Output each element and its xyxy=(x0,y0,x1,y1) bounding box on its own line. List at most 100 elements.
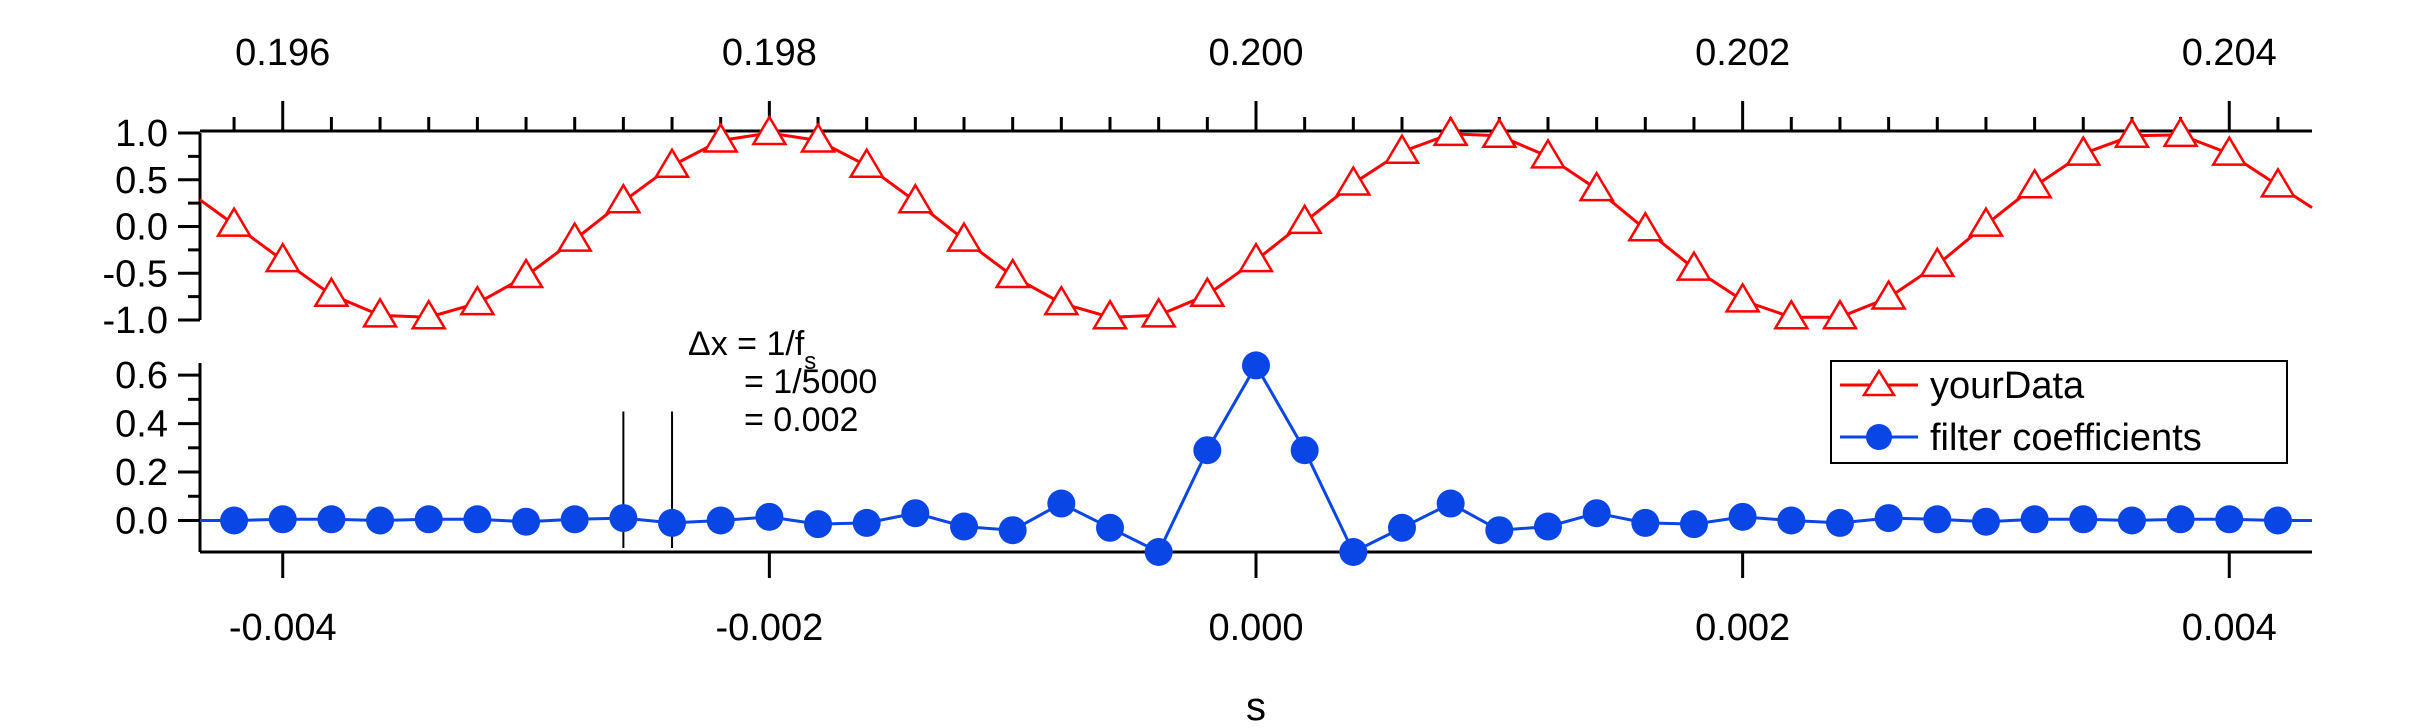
annotation-line3: = 0.002 xyxy=(744,401,858,439)
yourdata-point xyxy=(1675,250,1713,281)
legend-label-filter: filter coefficients xyxy=(1930,417,2202,459)
filter-coefficient-point xyxy=(950,512,979,541)
yourdata-point xyxy=(1627,210,1664,242)
filter-coefficient-point xyxy=(1290,436,1319,465)
yourdata-point xyxy=(751,114,788,146)
filter-coefficient-point xyxy=(2166,505,2195,534)
filter-coefficient-point xyxy=(1874,504,1903,533)
yourdata-point xyxy=(556,221,593,252)
filter-coefficient-point xyxy=(1631,508,1660,537)
top-x-tick-label: 0.198 xyxy=(722,32,817,74)
yourdata-point xyxy=(1578,170,1615,202)
yourdata-point xyxy=(1091,298,1129,330)
yourdata-point xyxy=(1967,206,2005,237)
bottom-y-tick-label: 0.4 xyxy=(115,404,168,446)
top-x-tick-label: 0.200 xyxy=(1208,32,1303,74)
top-y-axis: 1.0 0.5 0.0-0.5 -1.0 xyxy=(103,113,202,342)
filter-coefficient-point xyxy=(1825,508,1854,537)
filter-coefficient-point xyxy=(560,505,589,534)
filter-coefficient-point xyxy=(755,502,784,531)
filter-coefficient-point xyxy=(2117,506,2146,535)
filter-coefficient-point xyxy=(804,510,833,539)
bottom-x-tick-label: 0.000 xyxy=(1208,607,1303,649)
yourdata-point xyxy=(459,284,496,316)
yourdata-point xyxy=(2113,117,2151,149)
filter-coefficient-point xyxy=(2215,505,2244,534)
bottom-y-axis: 0.6 0.4 0.2 0.0 xyxy=(115,355,202,552)
top-y-tick-label: 0.0 xyxy=(115,207,168,249)
yourdata-point xyxy=(2259,166,2297,198)
legend-marker-yourdata xyxy=(1861,368,1897,397)
filter-coefficient-point xyxy=(317,505,346,534)
filter-coefficient-point xyxy=(1436,489,1465,518)
legend-marker-filter xyxy=(1866,424,1892,450)
annotation-line2: = 1/5000 xyxy=(744,363,877,401)
filter-coefficient-point xyxy=(414,505,443,534)
filter-coefficient-point xyxy=(706,506,735,535)
yourdata-point xyxy=(2065,135,2102,166)
yourdata-point xyxy=(1870,279,1907,310)
yourdata-point xyxy=(2211,135,2248,166)
annotation-line1: Δx = 1/fs xyxy=(688,325,816,375)
yourdata-point xyxy=(702,122,739,153)
yourdata-point xyxy=(1821,298,1859,330)
bottom-y-tick-label: 0.0 xyxy=(115,501,168,543)
filter-coefficient-point xyxy=(2069,505,2098,534)
bottom-x-axis: -0.004 -0.002 0.000 0.002 0.004 xyxy=(200,550,2312,649)
filter-coefficient-point xyxy=(1339,538,1368,566)
yourdata-point xyxy=(1383,133,1421,164)
filter-coefficient-point xyxy=(1971,507,2000,536)
filter-coefficient-point xyxy=(268,505,297,534)
filter-coefficient-point xyxy=(366,506,395,535)
filter-coefficient-point xyxy=(220,506,249,535)
yourdata-point xyxy=(1481,117,1518,149)
yourdata-point xyxy=(507,257,545,289)
yourdata-point xyxy=(1773,298,1810,330)
bottom-x-tick-label: -0.002 xyxy=(715,607,823,649)
x-axis-title: s xyxy=(1246,685,1266,728)
filter-coefficient-point xyxy=(1777,506,1806,535)
yourdata-point xyxy=(848,147,885,178)
filter-coefficient-point xyxy=(1485,516,1514,545)
yourdata-point xyxy=(313,276,350,308)
top-x-tick-label: 0.202 xyxy=(1695,32,1790,74)
yourdata-series xyxy=(199,114,2313,330)
top-x-tick-label: 0.204 xyxy=(2182,32,2277,74)
filter-coefficient-point xyxy=(2020,505,2049,534)
yourdata-point xyxy=(264,241,301,273)
yourdata-point xyxy=(897,182,934,214)
yourdata-point xyxy=(799,122,837,153)
yourdata-point xyxy=(1286,203,1323,235)
yourdata-point xyxy=(1432,115,1469,147)
bottom-x-tick-label: 0.004 xyxy=(2182,607,2277,649)
yourdata-point xyxy=(1724,281,1761,313)
yourdata-point xyxy=(945,221,983,252)
filter-coefficient-point xyxy=(1679,510,1708,539)
yourdata-point xyxy=(653,147,691,178)
filter-coefficient-point xyxy=(1533,512,1562,541)
yourdata-point xyxy=(994,257,1031,289)
filter-coefficient-point xyxy=(998,516,1027,545)
filter-coefficient-point xyxy=(1923,505,1952,534)
filter-coefficient-point xyxy=(852,508,881,537)
filter-coefficients-series xyxy=(200,351,2312,566)
yourdata-point xyxy=(1043,284,1080,316)
yourdata-point xyxy=(1189,276,1226,308)
filter-coefficient-point xyxy=(1144,538,1173,566)
filter-coefficient-point xyxy=(1096,513,1125,542)
bottom-x-tick-label: 0.002 xyxy=(1695,607,1790,649)
filter-coefficient-point xyxy=(1242,351,1270,380)
bottom-y-tick-label: 0.6 xyxy=(115,355,168,397)
top-y-tick-label: 0.5 xyxy=(115,160,168,202)
top-y-tick-label: 1.0 xyxy=(115,113,168,155)
filter-coefficient-point xyxy=(1387,513,1416,542)
filter-coefficient-point xyxy=(1193,436,1222,465)
filter-coefficient-point xyxy=(463,505,492,534)
yourdata-point xyxy=(1529,137,1567,169)
filter-coefficient-point xyxy=(609,504,638,533)
yourdata-point xyxy=(1335,165,1372,196)
yourdata-point xyxy=(2162,116,2199,148)
yourdata-point xyxy=(410,298,447,330)
yourdata-point xyxy=(1237,241,1275,273)
